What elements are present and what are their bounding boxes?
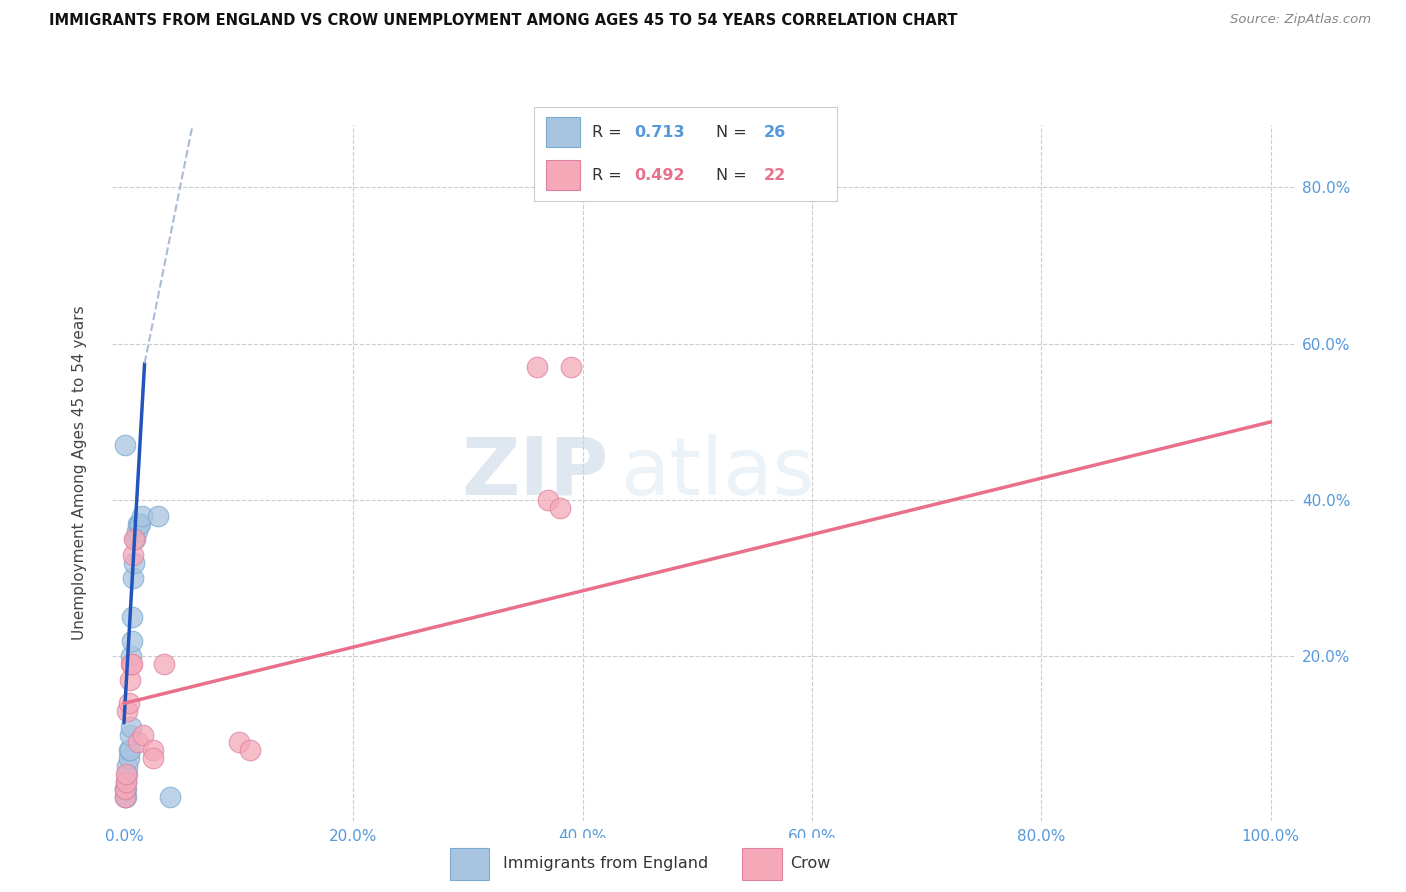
Point [239,743,262,757]
Point [129,516,152,531]
Text: ZIP: ZIP [461,434,609,512]
Text: IMMIGRANTS FROM ENGLAND VS CROW UNEMPLOYMENT AMONG AGES 45 TO 54 YEARS CORRELATI: IMMIGRANTS FROM ENGLAND VS CROW UNEMPLOY… [49,13,957,29]
Point [122,556,145,570]
Text: Crow: Crow [790,855,831,871]
Point [115,774,138,789]
Point [132,728,155,742]
Point [148,508,170,523]
Point [127,516,149,531]
Point [115,766,138,780]
Text: R =: R = [592,125,627,140]
Point [121,633,143,648]
Point [128,516,150,531]
Text: 22: 22 [763,168,786,183]
Text: 0.492: 0.492 [634,168,685,183]
Point [118,728,141,742]
Text: 0.713: 0.713 [634,125,685,140]
Point [548,500,571,515]
Point [122,532,145,546]
Point [159,790,181,805]
Point [120,649,142,664]
Text: Source: ZipAtlas.com: Source: ZipAtlas.com [1230,13,1371,27]
Point [121,610,143,624]
Point [117,697,139,711]
Point [115,790,138,805]
Text: N =: N = [716,168,752,183]
Point [115,782,138,797]
Point [537,493,560,508]
Bar [450,848,489,880]
Bar [742,848,782,880]
Point [114,438,136,452]
Bar [547,161,579,190]
Text: atlas: atlas [620,434,814,512]
Point [142,743,165,757]
Point [153,657,176,672]
Bar [547,118,579,147]
Point [114,782,136,797]
Point [121,657,143,672]
Point [117,751,139,765]
Point [142,751,165,765]
Point [117,766,139,780]
Point [124,532,146,546]
Text: R =: R = [592,168,627,183]
Point [122,548,145,562]
Point [127,735,149,749]
Point [117,704,139,718]
Point [526,360,548,375]
Point [115,774,138,789]
Text: Immigrants from England: Immigrants from England [503,855,709,871]
Point [117,743,139,757]
Point [114,790,136,805]
Point [118,743,141,757]
Point [117,759,139,773]
Point [131,508,153,523]
Y-axis label: Unemployment Among Ages 45 to 54 years: Unemployment Among Ages 45 to 54 years [73,305,87,640]
Point [114,782,136,797]
Point [120,720,142,734]
Point [560,360,582,375]
Point [228,735,250,749]
Point [125,524,148,539]
Point [118,673,141,687]
Point [114,790,136,805]
Point [122,571,145,585]
Point [120,657,142,672]
Text: N =: N = [716,125,752,140]
Text: 26: 26 [763,125,786,140]
